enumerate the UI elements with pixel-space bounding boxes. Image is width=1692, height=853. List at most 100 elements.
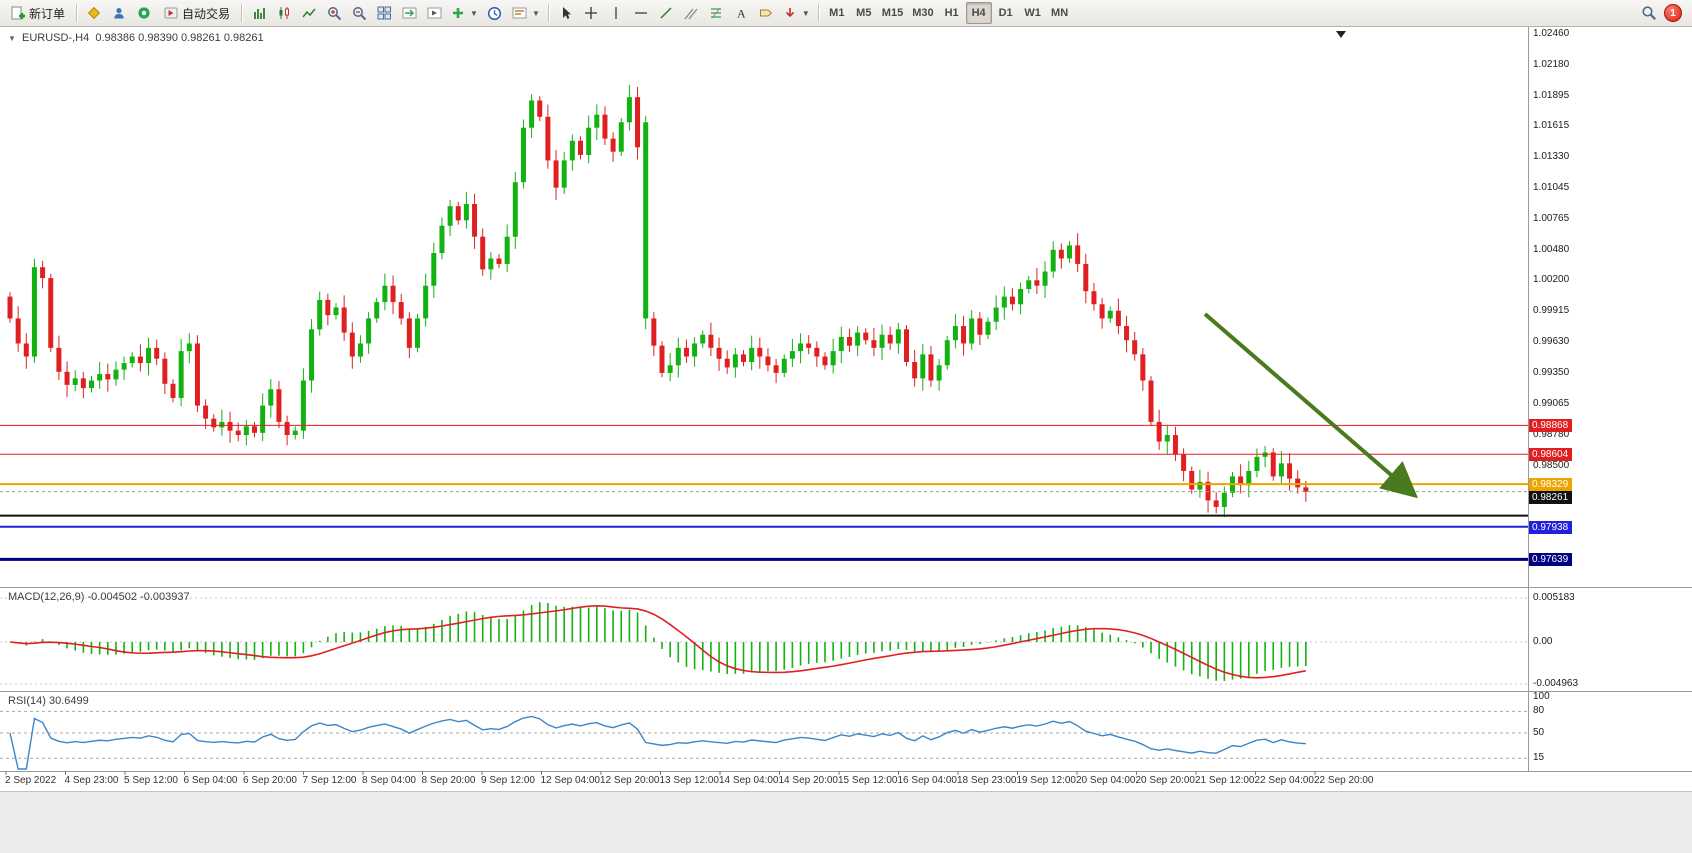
tab-w1[interactable]: W1 [1020,2,1046,24]
metaeditor-icon [87,6,101,20]
candlestick-icon [279,7,290,19]
macd-values: -0.004502 -0.003937 [87,591,190,603]
macd-axis-label: 0.005183 [1533,592,1575,603]
chart-header: ▼ EURUSD-,H4 0.98386 0.98390 0.98261 0.9… [8,32,264,44]
time-axis-label: 13 Sep 12:00 [659,775,720,786]
main-toolbar: 新订单 自动交易 ▼ ▼ [0,0,1692,27]
oneclick-trading-icon[interactable]: ▼ [8,34,16,43]
chart-shift-button[interactable] [422,2,446,24]
tab-m30[interactable]: M30 [908,2,937,24]
autotrading-button[interactable]: 自动交易 [157,2,237,24]
horizontal-line-icon [634,12,647,14]
chart-shift-marker-icon [1336,31,1346,38]
text-label-button[interactable] [754,2,778,24]
time-axis-label: 8 Sep 20:00 [421,775,476,786]
vertical-line-button[interactable] [604,2,628,24]
close-value: 0.98261 [223,32,264,44]
horizontal-line-button[interactable] [629,2,653,24]
arrow-tool-icon [785,8,794,18]
chevron-down-icon: ▼ [531,8,540,18]
notification-badge[interactable]: 1 [1664,4,1682,22]
mql-community-button[interactable] [107,2,131,24]
rsi-indicator-label: RSI(14) 30.6499 [8,695,89,707]
macd-title: MACD(12,26,9) [8,591,85,603]
tab-m15[interactable]: M15 [878,2,907,24]
price-axis-label: 1.00200 [1533,274,1570,286]
price-axis-label: 1.02460 [1533,28,1570,39]
text-button[interactable]: A [729,2,753,24]
price-axis-label: 0.99065 [1533,397,1570,409]
tab-h4[interactable]: H4 [965,2,992,24]
cursor-button[interactable] [554,2,578,24]
search-icon [1642,6,1656,20]
time-axis-label: 16 Sep 04:00 [897,775,958,786]
vertical-line-icon [615,7,617,19]
tab-d1[interactable]: D1 [993,2,1019,24]
tab-mn[interactable]: MN [1047,2,1073,24]
trendline-button[interactable] [654,2,678,24]
fibonacci-button[interactable] [704,2,728,24]
autotrading-label: 自动交易 [182,6,231,21]
price-axis-label: 0.99630 [1533,336,1570,348]
auto-scroll-button[interactable] [397,2,421,24]
candlestick-chart-button[interactable] [272,2,296,24]
time-axis-label: 2 Sep 2022 [5,775,57,786]
price-chart-canvas[interactable] [0,27,1692,791]
search-button[interactable] [1637,2,1661,24]
line-chart-icon [302,8,316,18]
crosshair-button[interactable] [579,2,603,24]
price-axis-label: 1.00480 [1533,243,1570,255]
metaeditor-button[interactable] [82,2,106,24]
new-order-icon [11,6,25,20]
new-order-button[interactable]: 新订单 [4,2,72,24]
price-axis-label: 1.02180 [1533,58,1570,70]
channel-icon [684,8,698,20]
indicators-button[interactable]: ▼ [447,2,482,24]
tab-h1[interactable]: H1 [939,2,965,24]
level-price-badge: 0.98329 [1529,478,1573,492]
macd-axis-label: 0.00 [1533,636,1553,647]
arrows-button[interactable]: ▼ [779,2,814,24]
macd-axis-label: -0.004963 [1533,678,1579,690]
bar-chart-button[interactable] [247,2,271,24]
tag-icon [759,9,773,17]
price-axis-label: 1.00765 [1533,212,1570,224]
zoom-in-button[interactable] [322,2,346,24]
clock-icon [488,6,502,20]
bar-chart-icon [254,8,265,19]
rsi-line [9,715,1306,770]
cursor-icon [562,7,571,19]
tile-windows-button[interactable] [372,2,396,24]
periods-button[interactable] [483,2,507,24]
toolbar-separator [76,4,79,22]
time-axis-label: 12 Sep 04:00 [540,775,601,786]
autotrading-icon [164,7,178,19]
market-button[interactable] [132,2,156,24]
tab-m1[interactable]: M1 [824,2,850,24]
time-axis-label: 7 Sep 12:00 [302,775,357,786]
templates-icon [512,7,527,19]
channel-button[interactable] [679,2,703,24]
toolbar-separator [241,4,244,22]
tab-m5[interactable]: M5 [851,2,877,24]
time-axis-label: 22 Sep 04:00 [1254,775,1315,786]
price-axis-label: 1.01045 [1533,182,1570,194]
line-chart-button[interactable] [297,2,321,24]
chart-area: ▼ EURUSD-,H4 0.98386 0.98390 0.98261 0.9… [0,27,1692,791]
time-axis-label: 9 Sep 12:00 [481,775,535,786]
zoom-out-button[interactable] [347,2,371,24]
rsi-axis-label: 100 [1533,691,1550,702]
templates-button[interactable]: ▼ [508,2,544,24]
rsi-axis-label: 15 [1533,752,1545,764]
add-indicator-icon [453,8,464,18]
price-axis-label: 0.98780 [1533,429,1570,440]
zoom-in-icon [327,6,341,20]
price-axis-label: 0.99915 [1533,305,1570,317]
text-icon: A [737,7,746,21]
time-axis-label: 18 Sep 23:00 [957,775,1017,786]
auto-scroll-icon [402,7,417,19]
time-axis-label: 4 Sep 23:00 [64,775,119,786]
price-axis-label: 1.01330 [1533,151,1570,163]
macd-signal-line [9,604,1306,679]
rsi-axis-label: 50 [1533,727,1545,738]
